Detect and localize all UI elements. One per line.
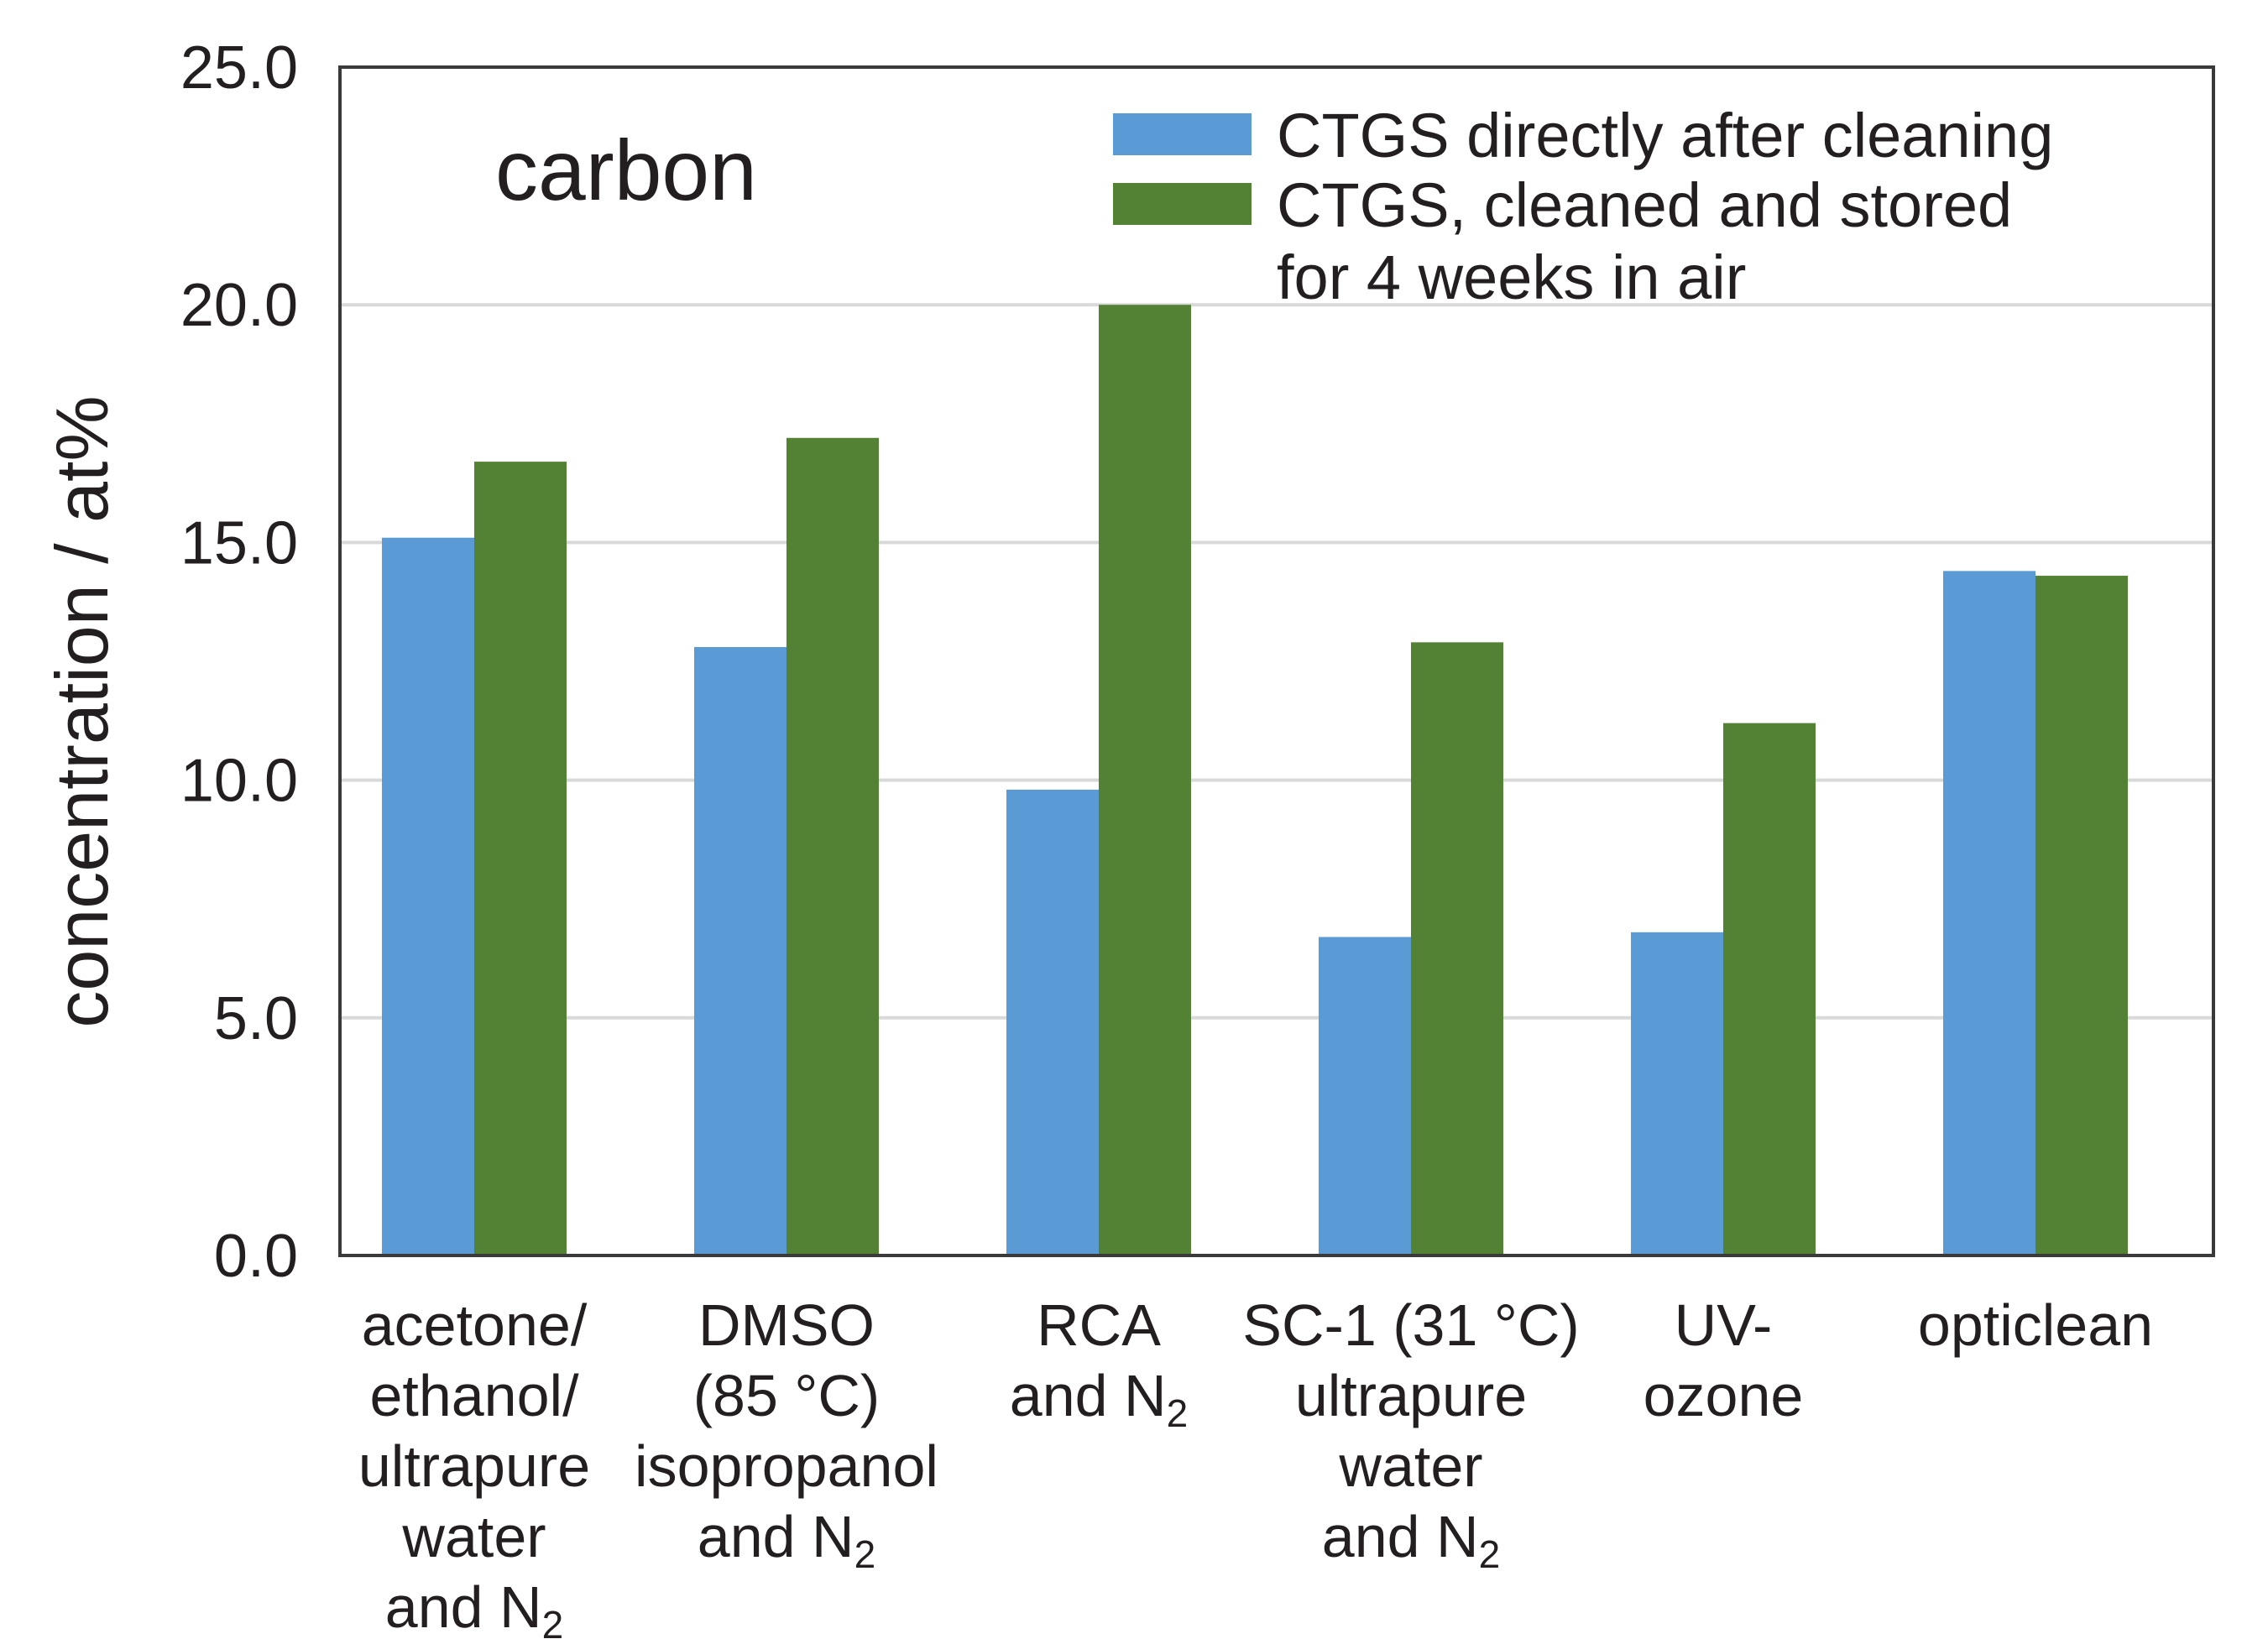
chart-annotation: carbon [495,123,757,218]
y-tick-label: 10.0 [180,748,298,815]
legend-swatch-series1 [1113,113,1252,155]
y-axis-ticks: 0.0 5.0 10.0 15.0 20.0 25.0 [180,34,298,1290]
x-category-label: acetone/ethanol/ultrapure water and N2 [358,1292,590,1639]
bar-series2-cat3 [1099,305,1191,1256]
y-tick-label: 20.0 [180,272,298,339]
legend-swatch-series2 [1113,183,1252,225]
y-tick-label: 15.0 [180,509,298,577]
x-axis-categories: acetone/ethanol/ultrapure water and N2DMSO… [358,1292,2153,1639]
y-tick-label: 5.0 [214,985,298,1052]
plot-frame [338,65,2215,1257]
bar-series1-cat5 [1631,932,1723,1255]
x-category-label: UV-ozone [1644,1292,1804,1428]
legend-label-series2: CTGS, cleaned and stored for 4 weeks in a… [1277,170,2012,312]
bar-series1-cat1 [382,537,474,1255]
bar-series2-cat1 [474,462,567,1255]
y-tick-label: 25.0 [180,34,298,102]
x-category-label: opticlean [1918,1292,2153,1358]
x-category-label: RCA and N2 [1010,1292,1188,1435]
x-category-label: DMSO (85 °C) isopropanol and N2 [635,1292,938,1576]
y-axis-label: concentration / at% [40,395,123,1027]
bars [382,305,2128,1256]
bar-series2-cat4 [1411,642,1503,1255]
bar-series2-cat6 [2035,576,2128,1255]
bar-series1-cat3 [1006,789,1099,1255]
bar-series2-cat2 [786,437,879,1255]
gridlines [340,303,2213,1020]
bar-series2-cat5 [1723,723,1816,1255]
y-tick-label: 0.0 [214,1223,298,1290]
bar-series1-cat2 [694,647,786,1255]
bar-series1-cat6 [1943,571,2035,1255]
x-category-label: SC-1 (31 °C) ultrapure water and N2 [1242,1292,1579,1576]
bar-series1-cat4 [1319,937,1411,1255]
legend-label-series1: CTGS directly after cleaning [1277,101,2053,170]
